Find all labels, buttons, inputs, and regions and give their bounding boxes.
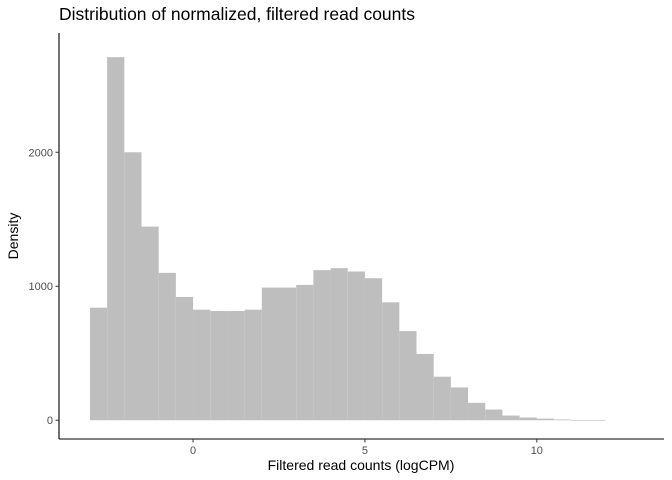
histogram-bar <box>227 311 245 421</box>
x-tick-label: 5 <box>362 445 368 457</box>
histogram-bar <box>382 302 400 421</box>
histogram-bar <box>450 387 469 421</box>
histogram-bar <box>536 418 554 421</box>
x-axis-title: Filtered read counts (logCPM) <box>268 457 455 473</box>
y-axis-ticks: 0 1000 2000 <box>29 147 59 427</box>
histogram-bar <box>261 287 279 421</box>
histogram-bar <box>244 309 262 421</box>
y-tick-label: 1000 <box>29 281 53 293</box>
histogram-bar <box>502 415 520 421</box>
histogram-bar <box>364 278 383 421</box>
histogram-bar <box>571 420 589 421</box>
histogram-bar <box>330 268 348 421</box>
chart-title: Distribution of normalized, filtered rea… <box>59 4 415 24</box>
histogram-bar <box>416 353 434 421</box>
histogram-bar <box>313 270 331 421</box>
histogram-bar <box>433 376 451 421</box>
histogram-bar <box>279 287 297 421</box>
histogram-bar <box>296 284 314 421</box>
histogram-bar <box>124 152 142 421</box>
histogram-bar <box>519 417 537 421</box>
histogram-bars <box>89 57 606 421</box>
histogram-bar <box>468 402 486 421</box>
histogram-bar <box>347 271 365 421</box>
histogram-bar <box>210 311 228 421</box>
histogram-bar <box>485 409 503 421</box>
histogram-bar <box>588 420 606 421</box>
x-axis-ticks: 0 5 10 <box>190 439 543 457</box>
y-tick-label: 2000 <box>29 147 53 159</box>
x-tick-label: 10 <box>531 445 543 457</box>
histogram-bar <box>158 272 176 421</box>
y-tick-label: 0 <box>47 415 53 427</box>
histogram-bar <box>89 307 108 421</box>
x-tick-label: 0 <box>190 445 196 457</box>
histogram-bar <box>399 331 417 421</box>
y-axis-title: Density <box>5 213 21 260</box>
histogram-bar <box>107 57 125 421</box>
histogram-bar <box>554 419 572 421</box>
histogram-bar <box>175 296 194 421</box>
histogram-bar <box>193 309 211 421</box>
histogram-bar <box>141 226 159 421</box>
